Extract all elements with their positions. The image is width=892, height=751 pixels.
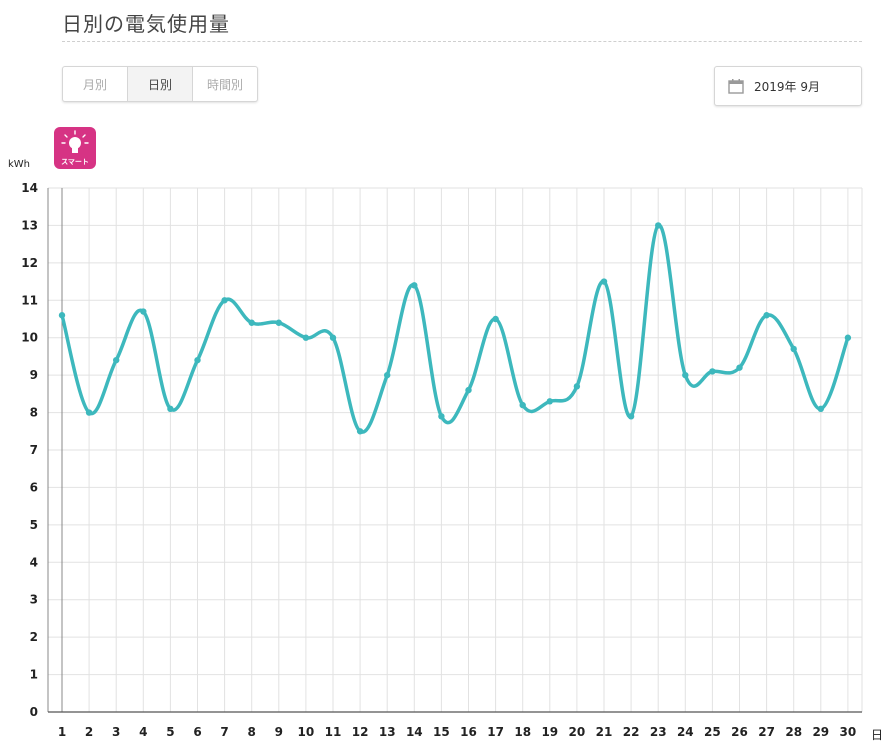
y-axis-unit: kWh xyxy=(8,159,30,170)
data-point xyxy=(221,297,228,304)
y-tick-label: 8 xyxy=(30,406,38,420)
smart-badge-text: スマート xyxy=(61,158,89,166)
y-tick-label: 2 xyxy=(30,630,38,644)
data-point xyxy=(763,312,770,319)
data-point xyxy=(682,371,689,379)
y-tick-label: 1 xyxy=(30,668,38,682)
x-tick-label: 30 xyxy=(840,725,857,739)
x-tick-label: 17 xyxy=(487,725,504,739)
data-point xyxy=(58,312,66,319)
period-tab-group: 月別 日別 時間別 xyxy=(62,66,258,102)
x-tick-label: 10 xyxy=(298,725,315,739)
data-point xyxy=(736,364,743,371)
y-tick-label: 5 xyxy=(30,518,38,532)
x-tick-label: 9 xyxy=(275,725,283,739)
data-point xyxy=(790,345,797,353)
x-tick-label: 22 xyxy=(623,725,640,739)
x-tick-label: 16 xyxy=(460,725,477,739)
calendar-icon xyxy=(728,78,744,94)
x-tick-label: 4 xyxy=(139,725,147,739)
x-tick-label: 5 xyxy=(166,725,174,739)
data-point xyxy=(275,319,282,326)
data-point xyxy=(167,405,174,413)
data-point xyxy=(465,386,472,394)
data-point xyxy=(817,405,824,413)
y-tick-label: 7 xyxy=(30,443,38,457)
data-point xyxy=(600,278,608,285)
x-tick-label: 20 xyxy=(569,725,586,739)
y-tick-label: 9 xyxy=(30,368,38,382)
data-point xyxy=(329,334,337,341)
x-tick-label: 23 xyxy=(650,725,667,739)
data-point xyxy=(140,308,147,315)
series-line xyxy=(60,223,850,434)
smart-badge-label: スマート xyxy=(61,158,89,166)
data-point xyxy=(384,371,391,379)
data-point xyxy=(194,356,201,364)
y-tick-label: 12 xyxy=(21,256,38,270)
x-tick-label: 25 xyxy=(704,725,721,739)
tab-daily[interactable]: 日別 xyxy=(128,67,193,101)
x-tick-label: 15 xyxy=(433,725,450,739)
data-point xyxy=(844,334,852,341)
y-tick-label: 0 xyxy=(30,705,38,719)
x-tick-label: 1 xyxy=(58,725,66,739)
data-point xyxy=(248,319,255,326)
x-tick-label: 13 xyxy=(379,725,396,739)
x-tick-label: 11 xyxy=(325,725,342,739)
chart-axes xyxy=(47,188,862,713)
x-tick-label: 18 xyxy=(514,725,531,739)
x-tick-label: 19 xyxy=(541,725,558,739)
data-point xyxy=(85,409,93,416)
page-title: 日別の電気使用量 xyxy=(62,12,230,36)
x-tick-label: 12 xyxy=(352,725,369,739)
tab-monthly[interactable]: 月別 xyxy=(63,67,128,101)
x-tick-label: 7 xyxy=(220,725,228,739)
data-point xyxy=(546,398,553,405)
lightbulb-icon xyxy=(61,130,89,153)
x-tick-label: 27 xyxy=(758,725,775,739)
y-tick-label: 4 xyxy=(30,555,38,569)
data-point xyxy=(573,383,581,390)
y-tick-label: 6 xyxy=(30,480,38,494)
x-tick-label: 2 xyxy=(85,725,93,739)
x-tick-label: 6 xyxy=(193,725,201,739)
y-tick-label: 10 xyxy=(21,331,38,345)
data-point xyxy=(519,401,526,409)
data-points xyxy=(58,222,852,435)
data-point xyxy=(302,334,310,341)
date-value: 2019年 9月 xyxy=(754,79,820,94)
data-point xyxy=(492,315,499,323)
chart-grid xyxy=(48,187,863,713)
y-tick-label: 11 xyxy=(21,293,38,307)
y-tick-label: 13 xyxy=(21,218,38,232)
x-tick-label: 3 xyxy=(112,725,120,739)
data-point xyxy=(113,356,120,364)
title-divider xyxy=(62,41,862,42)
data-point xyxy=(627,413,635,420)
data-point xyxy=(356,428,364,435)
data-point xyxy=(709,368,716,375)
data-point xyxy=(438,413,445,420)
x-tick-label: 24 xyxy=(677,725,694,739)
y-tick-label: 3 xyxy=(30,593,38,607)
x-tick-label: 21 xyxy=(596,725,613,739)
data-point xyxy=(655,222,662,229)
x-tick-label: 26 xyxy=(731,725,748,739)
x-axis-unit: 日 xyxy=(871,728,883,742)
x-tick-label: 14 xyxy=(406,725,423,739)
y-tick-label: 14 xyxy=(21,181,38,195)
data-point xyxy=(411,282,418,289)
x-tick-labels: 1 2 3 4 5 6 7 8 9 10 11 12 13 14 15 16 17 18 19 20 21 22 23 24 2… xyxy=(58,725,856,739)
x-tick-label: 28 xyxy=(785,725,802,739)
x-tick-label: 8 xyxy=(248,725,256,739)
x-tick-label: 29 xyxy=(812,725,829,739)
tab-hourly[interactable]: 時間別 xyxy=(206,77,243,92)
date-picker-button[interactable]: 2019年 9月 xyxy=(714,66,862,106)
smart-meter-badge: スマート xyxy=(54,127,96,169)
